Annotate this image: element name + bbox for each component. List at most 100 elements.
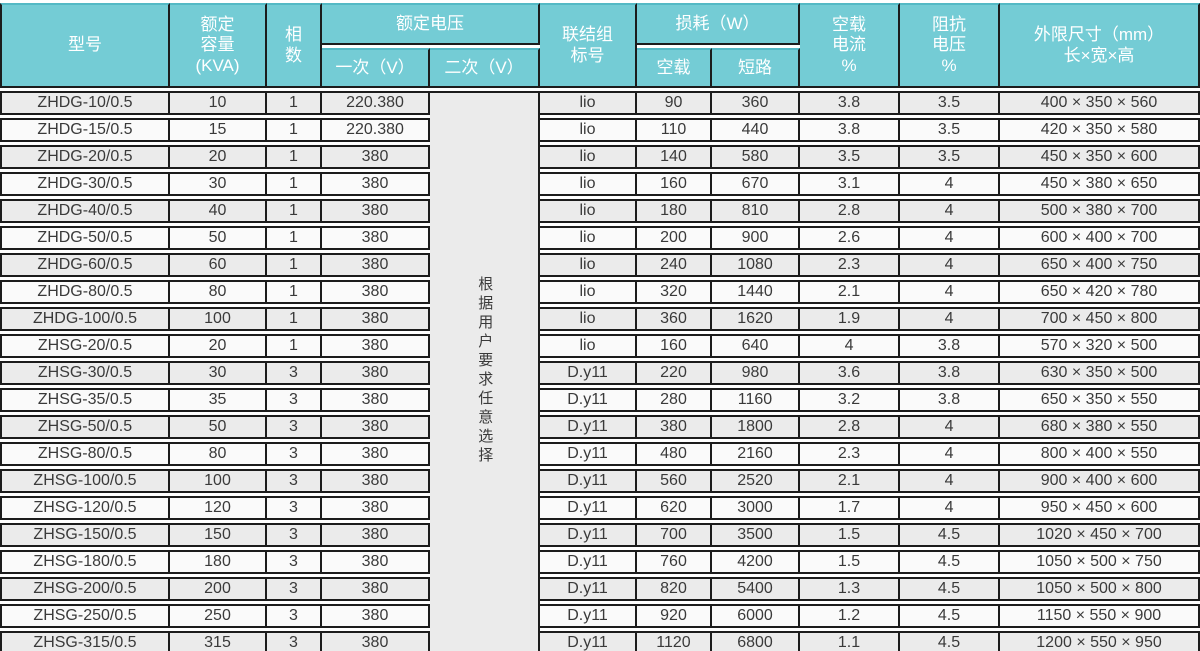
cell-dimensions: 1050 × 500 × 800	[1000, 577, 1200, 601]
table-row: ZHDG-20/0.5 20 1 380 lio 140 580 3.5 3.5 450 × 35…	[0, 145, 1200, 169]
cell-dimensions: 400 × 350 × 560	[1000, 91, 1200, 115]
cell-capacity: 50	[170, 226, 267, 250]
table-row: ZHSG-50/0.5 50 3 380 D.y11 380 1800 2.8 4 680 × 3…	[0, 415, 1200, 439]
cell-dimensions: 700 × 450 × 800	[1000, 307, 1200, 331]
secondary-voltage-note-text: 根据用户要求任意选择	[476, 275, 494, 466]
cell-dimensions: 950 × 450 × 600	[1000, 496, 1200, 520]
cell-dimensions: 1150 × 550 × 900	[1000, 604, 1200, 628]
cell-impedance-voltage: 4	[900, 226, 1001, 250]
cell-loss-no-load: 560	[637, 469, 712, 493]
table-row: ZHSG-150/0.5 150 3 380 D.y11 700 3500 1.5 4.5 102…	[0, 523, 1200, 547]
header-row-sub: 一次（V） 二次（V） 空载 短路	[0, 48, 1200, 88]
cell-no-load-current: 2.8	[800, 415, 901, 439]
header-loss-no-load: 空载	[637, 48, 712, 88]
cell-impedance-voltage: 4.5	[900, 577, 1001, 601]
cell-dimensions: 1020 × 450 × 700	[1000, 523, 1200, 547]
cell-model: ZHSG-80/0.5	[0, 442, 170, 466]
cell-capacity: 100	[170, 469, 267, 493]
cell-phases: 3	[267, 523, 322, 547]
cell-impedance-voltage: 4	[900, 172, 1001, 196]
cell-loss-short-circuit: 5400	[712, 577, 801, 601]
table-body: ZHDG-10/0.5 10 1 220.380 根据用户要求任意选择 lio 90 360 3…	[0, 91, 1200, 651]
cell-loss-short-circuit: 6000	[712, 604, 801, 628]
cell-primary-voltage: 380	[322, 145, 430, 169]
cell-connection-group: D.y11	[540, 577, 637, 601]
cell-impedance-voltage: 3.5	[900, 145, 1001, 169]
cell-dimensions: 600 × 400 × 700	[1000, 226, 1200, 250]
cell-phases: 3	[267, 631, 322, 651]
cell-impedance-voltage: 3.5	[900, 118, 1001, 142]
cell-loss-short-circuit: 1620	[712, 307, 801, 331]
cell-model: ZHSG-100/0.5	[0, 469, 170, 493]
cell-capacity: 250	[170, 604, 267, 628]
header-dimensions: 外限尺寸（mm） 长×宽×高	[1000, 3, 1200, 88]
cell-loss-no-load: 700	[637, 523, 712, 547]
cell-loss-short-circuit: 1800	[712, 415, 801, 439]
cell-loss-no-load: 620	[637, 496, 712, 520]
cell-model: ZHSG-35/0.5	[0, 388, 170, 412]
cell-capacity: 80	[170, 442, 267, 466]
cell-connection-group: lio	[540, 199, 637, 223]
header-model: 型号	[0, 3, 170, 88]
cell-loss-no-load: 320	[637, 280, 712, 304]
cell-impedance-voltage: 4	[900, 280, 1001, 304]
table-row: ZHSG-35/0.5 35 3 380 D.y11 280 1160 3.2 3.8 650 ×…	[0, 388, 1200, 412]
cell-impedance-voltage: 4.5	[900, 550, 1001, 574]
cell-model: ZHDG-20/0.5	[0, 145, 170, 169]
cell-phases: 1	[267, 334, 322, 358]
cell-no-load-current: 1.2	[800, 604, 901, 628]
cell-connection-group: D.y11	[540, 550, 637, 574]
table-row: ZHDG-100/0.5 100 1 380 lio 360 1620 1.9 4 700 × 4…	[0, 307, 1200, 331]
cell-model: ZHSG-200/0.5	[0, 577, 170, 601]
cell-connection-group: lio	[540, 172, 637, 196]
cell-model: ZHDG-10/0.5	[0, 91, 170, 115]
cell-primary-voltage: 380	[322, 469, 430, 493]
cell-loss-no-load: 380	[637, 415, 712, 439]
cell-phases: 1	[267, 253, 322, 277]
table-row: ZHDG-50/0.5 50 1 380 lio 200 900 2.6 4 600 × 400 …	[0, 226, 1200, 250]
cell-no-load-current: 3.5	[800, 145, 901, 169]
cell-impedance-voltage: 4	[900, 307, 1001, 331]
header-secondary-voltage: 二次（V）	[430, 48, 540, 88]
cell-no-load-current: 1.3	[800, 577, 901, 601]
cell-phases: 1	[267, 199, 322, 223]
cell-impedance-voltage: 3.8	[900, 361, 1001, 385]
cell-capacity: 120	[170, 496, 267, 520]
cell-loss-short-circuit: 1080	[712, 253, 801, 277]
cell-phases: 3	[267, 496, 322, 520]
cell-phases: 1	[267, 226, 322, 250]
cell-loss-short-circuit: 640	[712, 334, 801, 358]
cell-capacity: 60	[170, 253, 267, 277]
cell-primary-voltage: 380	[322, 199, 430, 223]
cell-phases: 1	[267, 118, 322, 142]
cell-model: ZHSG-30/0.5	[0, 361, 170, 385]
cell-impedance-voltage: 4.5	[900, 631, 1001, 651]
cell-primary-voltage: 380	[322, 172, 430, 196]
header-row-top: 型号 额定 容量 (KVA) 相 数 额定电压 联结组 标号 损耗（W） 空载 …	[0, 3, 1200, 88]
cell-connection-group: D.y11	[540, 361, 637, 385]
cell-connection-group: lio	[540, 334, 637, 358]
cell-phases: 3	[267, 388, 322, 412]
cell-connection-group: D.y11	[540, 604, 637, 628]
header-connection-group: 联结组 标号	[540, 3, 637, 88]
cell-dimensions: 800 × 400 × 550	[1000, 442, 1200, 466]
table-row: ZHDG-80/0.5 80 1 380 lio 320 1440 2.1 4 650 × 420…	[0, 280, 1200, 304]
cell-capacity: 150	[170, 523, 267, 547]
cell-impedance-voltage: 4	[900, 199, 1001, 223]
cell-impedance-voltage: 4	[900, 415, 1001, 439]
table-header: 型号 额定 容量 (KVA) 相 数 额定电压 联结组 标号 损耗（W） 空载 …	[0, 3, 1200, 88]
cell-model: ZHSG-150/0.5	[0, 523, 170, 547]
cell-dimensions: 450 × 350 × 600	[1000, 145, 1200, 169]
header-rated-voltage-group: 额定电压	[322, 3, 540, 45]
header-phases: 相 数	[267, 3, 322, 88]
cell-no-load-current: 3.8	[800, 91, 901, 115]
cell-primary-voltage: 380	[322, 307, 430, 331]
cell-dimensions: 500 × 380 × 700	[1000, 199, 1200, 223]
cell-connection-group: D.y11	[540, 415, 637, 439]
cell-dimensions: 1200 × 550 × 950	[1000, 631, 1200, 651]
cell-model: ZHSG-315/0.5	[0, 631, 170, 651]
cell-impedance-voltage: 4	[900, 469, 1001, 493]
cell-impedance-voltage: 3.8	[900, 388, 1001, 412]
cell-capacity: 30	[170, 172, 267, 196]
cell-primary-voltage: 380	[322, 442, 430, 466]
